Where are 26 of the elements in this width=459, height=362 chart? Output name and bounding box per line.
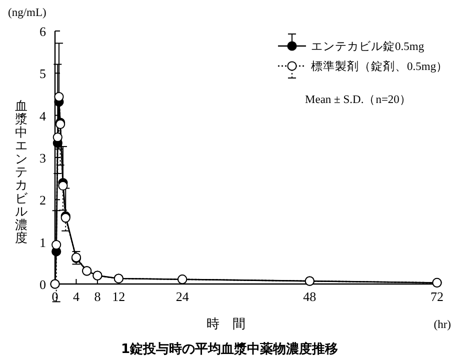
- legend-label: 標準製剤（錠剤、0.5mg）: [311, 59, 448, 73]
- point: [52, 132, 62, 142]
- x-tick-label: 12: [112, 289, 126, 304]
- x-tick-label: 4: [72, 289, 80, 304]
- x-axis-title: 時 間: [206, 316, 246, 331]
- x-tick-label: 24: [176, 289, 190, 304]
- legend-label: エンテカビル錠0.5mg: [311, 40, 424, 53]
- point: [52, 240, 62, 250]
- x-tick-label: 72: [430, 289, 444, 304]
- text: (ng/mL): [8, 7, 46, 19]
- y-tick-label: 1: [40, 234, 46, 250]
- point: [54, 92, 64, 102]
- text: 1錠投与時の平均血漿中薬物濃度推移: [120, 341, 338, 357]
- text: (hr): [434, 319, 452, 331]
- y-tick-label: 6: [40, 24, 46, 39]
- y-tick-label: 2: [40, 192, 46, 208]
- annotation: Mean ± S.D.（n=20）: [305, 94, 412, 106]
- point: [58, 180, 68, 191]
- x-tick-label: 48: [303, 289, 316, 304]
- y-axis-title: 血漿中エンテカビル濃度: [15, 99, 28, 245]
- y-tick-label: 5: [40, 66, 46, 82]
- y-tick-label: 3: [40, 150, 46, 166]
- y-tick-label: 0: [40, 277, 46, 292]
- x-tick-label: 8: [94, 289, 101, 304]
- x-tick-label: 0: [52, 289, 58, 304]
- y-tick-label: 4: [40, 108, 46, 124]
